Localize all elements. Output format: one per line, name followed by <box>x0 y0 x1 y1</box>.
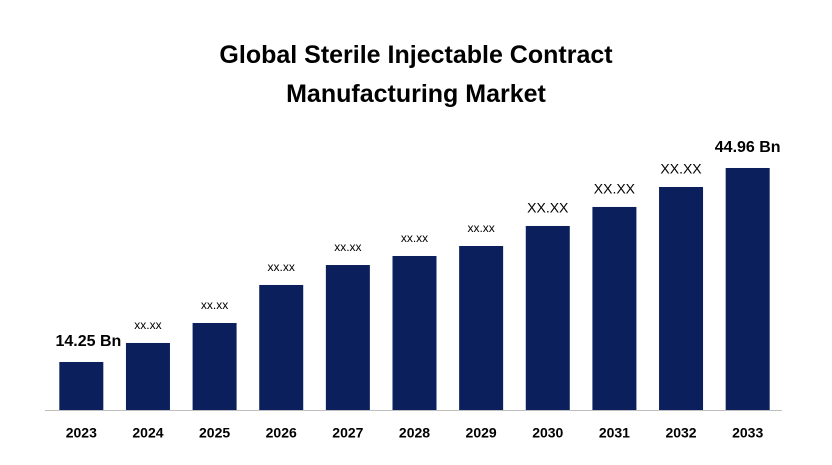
value-label: 14.25 Bn <box>56 333 122 350</box>
x-tick-label: 2032 <box>665 425 696 441</box>
bar <box>659 187 704 410</box>
bar <box>525 225 570 410</box>
value-label: xx.xx <box>201 298 228 312</box>
x-tick-label: 2027 <box>332 425 363 441</box>
bar <box>392 255 437 410</box>
x-tick-label: 2031 <box>599 425 630 441</box>
bar <box>592 206 637 410</box>
x-tick-label: 2023 <box>66 425 97 441</box>
value-label: 44.96 Bn <box>715 139 781 156</box>
value-label: xx.xx <box>401 231 428 245</box>
bar <box>259 284 304 410</box>
x-tick-label: 2033 <box>732 425 763 441</box>
bar <box>459 246 504 410</box>
value-label: xx.xx <box>268 260 295 274</box>
value-label: XX.XX <box>594 181 636 197</box>
x-tick-label: 2025 <box>199 425 230 441</box>
value-label: XX.XX <box>660 161 702 177</box>
bar <box>325 265 370 410</box>
value-label: xx.xx <box>134 318 161 332</box>
bar <box>192 323 237 410</box>
bar <box>59 361 104 410</box>
x-tick-label: 2026 <box>266 425 297 441</box>
x-tick-label: 2028 <box>399 425 430 441</box>
x-tick-label: 2024 <box>132 425 163 441</box>
bar <box>125 342 170 410</box>
value-label: xx.xx <box>467 221 494 235</box>
value-label: XX.XX <box>527 200 569 216</box>
value-label: xx.xx <box>334 240 361 254</box>
bar <box>725 167 770 410</box>
chart-title: Global Sterile Injectable Contract Manuf… <box>219 41 613 108</box>
x-tick-label: 2030 <box>532 425 563 441</box>
x-tick-label: 2029 <box>466 425 497 441</box>
